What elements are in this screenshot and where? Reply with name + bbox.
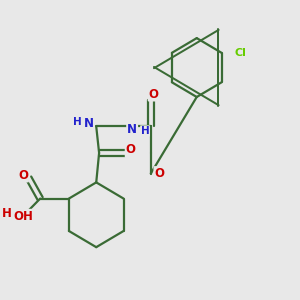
Text: O: O (126, 143, 136, 157)
Text: H: H (141, 126, 149, 136)
Text: O: O (154, 167, 164, 180)
Text: H: H (2, 207, 12, 220)
Text: N: N (127, 123, 137, 136)
Text: Cl: Cl (234, 48, 246, 58)
Text: O: O (149, 88, 159, 100)
Text: OH: OH (13, 210, 33, 223)
Text: O: O (18, 169, 28, 182)
Text: N: N (84, 117, 94, 130)
Text: H: H (73, 117, 82, 127)
